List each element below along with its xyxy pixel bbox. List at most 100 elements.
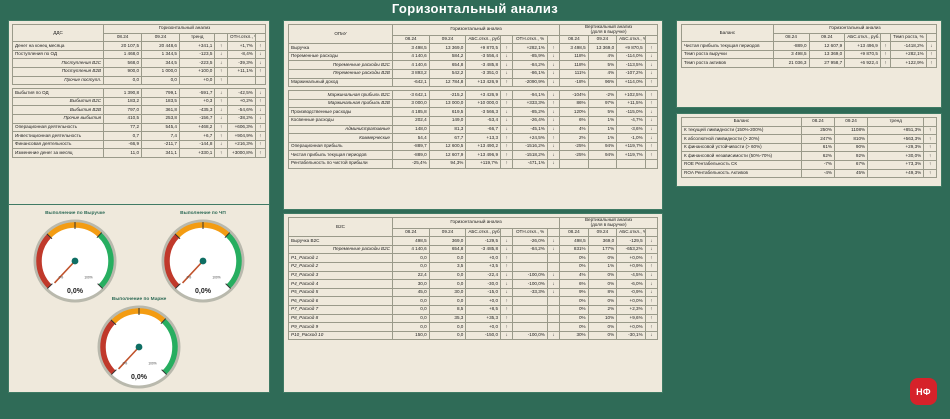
value-cell: 410,5 bbox=[103, 113, 143, 124]
gauge-tick-1 bbox=[174, 233, 181, 240]
vertical-delta-cell: -113,5% bbox=[616, 60, 646, 70]
value-cell: 81,3 bbox=[428, 124, 467, 135]
trend-up-icon: ↑ bbox=[923, 151, 937, 161]
brand-logo: НФ bbox=[910, 378, 937, 405]
trend-down-icon: ↓ bbox=[644, 279, 659, 289]
value-cell: 12 784,8 bbox=[428, 77, 467, 88]
trend-empty bbox=[546, 313, 561, 324]
delta-cell: +341,1 bbox=[178, 41, 216, 51]
gauge-tick-3 bbox=[160, 318, 167, 325]
table-row: Выбытия по ОД 1 390,8 799,1 -591,7 ↓ -42,5% ↓ bbox=[11, 88, 267, 98]
gauge-dial: 0% 100% bbox=[149, 217, 257, 305]
bt-col-1: 09.24 bbox=[808, 32, 846, 43]
trend-down-icon: ↓ bbox=[500, 124, 514, 135]
balance-top-corner: Баланс bbox=[681, 23, 774, 43]
b2c-body: Выручка B2C 498,5 369,0 -129,5 ↓ -26,0% ↓ 498,5… bbox=[288, 236, 659, 341]
ddc-col-2-arrow bbox=[214, 32, 229, 43]
trend-up-icon: ↑ bbox=[500, 253, 514, 263]
balance-bottom-body: К текущей ликвидности (150%-200%) 250% 110… bbox=[681, 125, 937, 179]
b2c-corner: B2C bbox=[288, 216, 393, 238]
abs-delta-cell: +8,5 bbox=[465, 304, 502, 315]
opiu-corner: ОПиУ bbox=[288, 23, 393, 45]
row-label: P7_Расход 7 bbox=[288, 304, 393, 315]
vertical-delta-cell: -1,0% bbox=[616, 133, 646, 143]
gauge-caption: Выполнение по Марже bbox=[111, 297, 167, 302]
row-label: Переменные расходы bbox=[288, 51, 393, 62]
vertical-value-cell bbox=[587, 158, 618, 169]
b2c-colh-0: 08.24 bbox=[391, 227, 430, 238]
otn-delta-cell bbox=[512, 304, 548, 315]
value-cell: 0,0 bbox=[391, 262, 430, 272]
otn-delta-cell: -33,3% bbox=[512, 287, 548, 298]
vertical-value-cell: 0% bbox=[559, 322, 589, 332]
trend-down-icon: ↓ bbox=[644, 69, 659, 79]
trend-empty bbox=[546, 296, 561, 306]
value-cell: -3 642,1 bbox=[391, 90, 430, 100]
value-cell: -889,0 bbox=[772, 41, 810, 51]
delta-cell: +851,3% bbox=[867, 125, 925, 136]
trend-up-icon: ↑ bbox=[879, 41, 892, 51]
ddc-col-3: ОТН.откл., % bbox=[227, 32, 256, 43]
vertical-value-cell: 30% bbox=[559, 330, 589, 341]
vertical-value-cell: 10% bbox=[587, 313, 618, 324]
trend-down-icon: ↓ bbox=[500, 107, 514, 117]
trend-up-icon: ↑ bbox=[254, 122, 267, 133]
value-cell: 4 185,8 bbox=[391, 107, 430, 117]
abs-delta-cell: +13 490,2 bbox=[465, 141, 502, 152]
otn-delta-cell: -100,0% bbox=[512, 279, 548, 289]
delta-cell: +6,7 bbox=[178, 131, 216, 141]
trend-up-icon: ↑ bbox=[644, 262, 659, 272]
gauge-min-label: 0% bbox=[59, 275, 64, 279]
gauge-tick-4 bbox=[97, 283, 103, 289]
vertical-value-cell: -25% bbox=[559, 150, 589, 160]
value-cell: 20 448,6 bbox=[141, 41, 180, 51]
gauge-tick-1 bbox=[46, 233, 53, 240]
abs-delta-cell: +35,3 bbox=[465, 313, 502, 324]
table-row: Переменные расходы 4 140,6 584,2 -3 556,4 ↓ -… bbox=[288, 51, 659, 62]
trend-up-icon: ↑ bbox=[500, 77, 514, 88]
gauge-tick-0 bbox=[111, 369, 117, 375]
table-row: P4_Расход 4 30,0 0,0 -30,0 ↓ -100,0% ↓ 6% 0% -6,0… bbox=[288, 279, 659, 289]
delta-cell: +330,1 bbox=[178, 148, 216, 158]
table-row: Административные 148,0 81,3 -66,7 ↓ -45,1% ↓ 4%… bbox=[288, 124, 659, 135]
row-label: К текущей ликвидности (150%-200%) bbox=[681, 125, 802, 136]
table-row: Переменные расходы B2C 4 140,6 654,8 -3 485… bbox=[288, 60, 659, 70]
otn-delta-cell: -94,1% bbox=[512, 90, 548, 100]
ddc-group-header: Горизонтальный анализ bbox=[103, 24, 266, 34]
delta-cell: +30,0% bbox=[867, 151, 925, 161]
value-cell: 12 607,9 bbox=[428, 150, 467, 160]
row-label: Маржинальная прибыль B2B bbox=[288, 98, 393, 109]
percent-cell: -8,4% bbox=[227, 49, 256, 60]
value-cell: 1 390,8 bbox=[103, 88, 143, 98]
row-label: Поступления B2B bbox=[11, 66, 105, 77]
table-row: Поступления B2B 900,0 1 000,0 +100,0 ↑ +11,1%… bbox=[11, 66, 267, 77]
percent-cell: -54,6% bbox=[227, 105, 256, 115]
trend-up-icon: ↑ bbox=[500, 133, 514, 143]
vertical-value-cell: 4% bbox=[587, 69, 618, 79]
delta-cell: +6 922,4 bbox=[844, 58, 881, 68]
table-row: Чистая прибыль текущая периодов -889,0 12 … bbox=[288, 150, 659, 160]
vertical-value-cell: 2% bbox=[559, 133, 589, 143]
trend-up-icon: ↑ bbox=[254, 131, 267, 141]
abs-delta-cell: +0,0 bbox=[465, 253, 502, 263]
vertical-delta-cell bbox=[616, 158, 646, 169]
row-label: Прочие поступл. bbox=[11, 75, 105, 86]
trend-up-icon: ↑ bbox=[214, 148, 229, 158]
percent-cell bbox=[227, 75, 256, 86]
value-cell: -66,9 bbox=[103, 139, 143, 150]
vertical-delta-cell: -4,5% bbox=[616, 270, 646, 281]
opiu-panel: ОПиУ Горизонтальный анализ Вертикальный … bbox=[283, 20, 663, 210]
table-row: Финансовая деятельность -66,9 -211,7 -144,8… bbox=[11, 139, 267, 150]
vertical-value-cell: -18% bbox=[559, 77, 589, 88]
delta-cell: -144,8 bbox=[178, 139, 216, 150]
value-cell: 0,0 bbox=[141, 75, 180, 86]
value-cell: 0,0 bbox=[428, 253, 467, 263]
trend-down-icon: ↓ bbox=[546, 69, 561, 79]
delta-cell: +13 496,9 bbox=[844, 41, 881, 51]
trend-up-icon: ↑ bbox=[214, 131, 229, 141]
trend-down-icon: ↓ bbox=[546, 150, 561, 160]
trend-up-icon: ↑ bbox=[500, 150, 514, 160]
vertical-value-cell: 94% bbox=[587, 150, 618, 160]
delta-cell: -123,5 bbox=[178, 49, 216, 60]
vertical-delta-cell: +114,0% bbox=[616, 77, 646, 88]
